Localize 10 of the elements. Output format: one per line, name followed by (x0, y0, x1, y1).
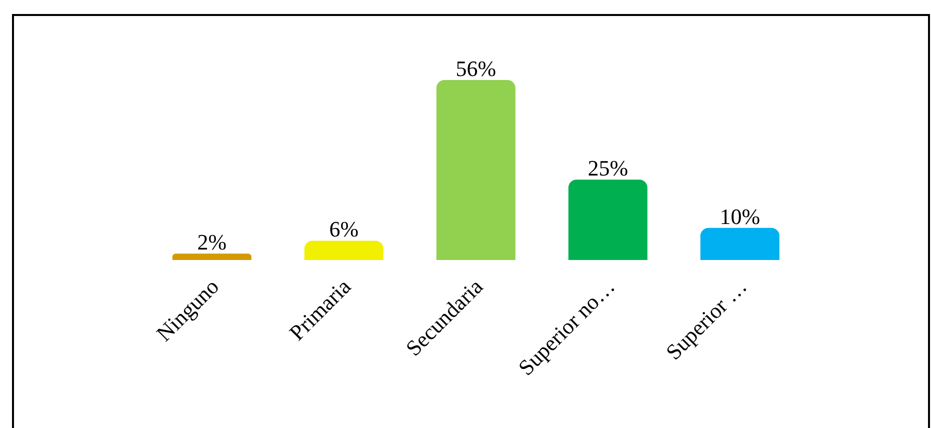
data-label: 25% (588, 156, 628, 181)
data-label: 6% (329, 216, 359, 242)
bar (436, 80, 516, 260)
data-label: 10% (720, 204, 760, 229)
bar (172, 254, 252, 260)
bar (700, 228, 780, 260)
data-label: 2% (197, 230, 227, 255)
bar (304, 240, 384, 260)
bar (568, 180, 648, 260)
data-label: 56% (456, 56, 496, 81)
